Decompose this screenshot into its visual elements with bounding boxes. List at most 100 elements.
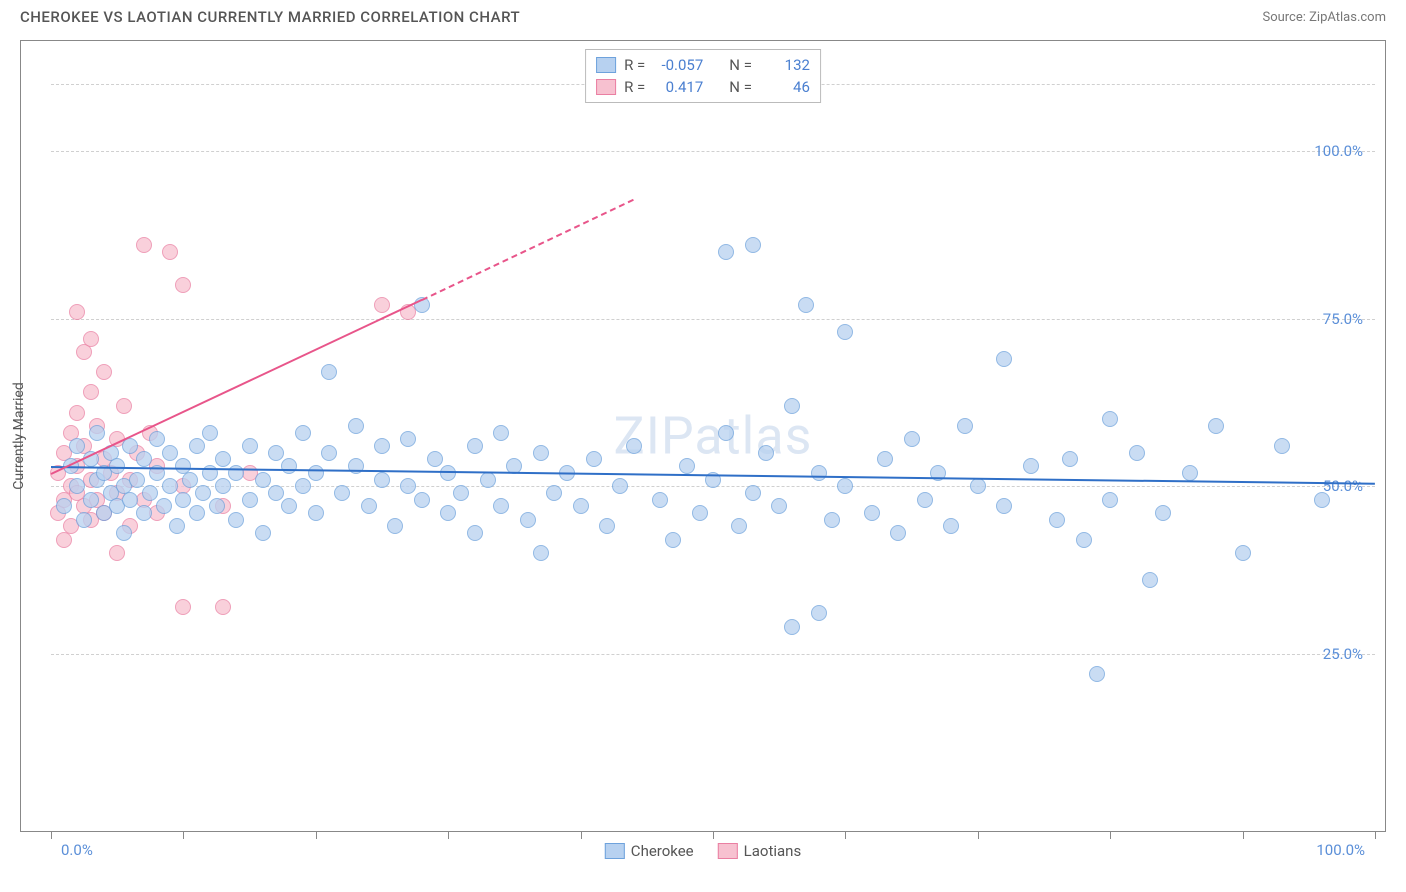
cherokee-point [480,472,496,488]
cherokee-point [837,478,853,494]
laotians-point [83,384,99,400]
cherokee-point [1208,418,1224,434]
cherokee-point [467,525,483,541]
chart-source: Source: ZipAtlas.com [1262,10,1386,25]
cherokee-point [268,445,284,461]
y-tick-label: 100.0% [1314,142,1363,160]
cherokee-point [692,505,708,521]
cherokee-point [718,425,734,441]
plot-area: ZIPatlas 25.0%50.0%75.0%100.0% [51,51,1375,821]
legend-label-laotians: Laotians [744,842,802,860]
cherokee-point [970,478,986,494]
legend-row-laotians: R = 0.417 N = 46 [596,76,810,98]
cherokee-point [69,438,85,454]
cherokee-point [334,485,350,501]
cherokee-point [652,492,668,508]
cherokee-point [784,619,800,635]
cherokee-point [308,465,324,481]
cherokee-swatch [605,843,625,859]
cherokee-point [182,472,198,488]
x-axis-min-label: 0.0% [61,841,93,859]
cherokee-point [1142,572,1158,588]
gridline [51,151,1375,152]
cherokee-point [1314,492,1330,508]
cherokee-point [784,398,800,414]
x-tick [713,831,714,839]
cherokee-point [731,518,747,534]
cherokee-point [116,525,132,541]
cherokee-point [348,418,364,434]
cherokee-point [467,438,483,454]
cherokee-point [169,518,185,534]
cherokee-point [493,425,509,441]
cherokee-point [281,498,297,514]
cherokee-point [904,431,920,447]
cherokee-point [215,478,231,494]
cherokee-point [1274,438,1290,454]
cherokee-point [718,244,734,260]
cherokee-point [281,458,297,474]
cherokee-point [1102,492,1118,508]
cherokee-point [996,351,1012,367]
cherokee-point [520,512,536,528]
cherokee-point [295,425,311,441]
laotians-point [69,405,85,421]
cherokee-point [129,472,145,488]
cherokee-point [890,525,906,541]
cherokee-point [387,518,403,534]
cherokee-point [321,364,337,380]
cherokee-point [864,505,880,521]
cherokee-point [400,478,416,494]
n-value-cherokee: 132 [760,56,810,74]
cherokee-point [89,425,105,441]
cherokee-point [996,498,1012,514]
cherokee-point [679,458,695,474]
cherokee-point [1049,512,1065,528]
laotians-swatch [596,79,616,95]
laotians-swatch [718,843,738,859]
laotians-point [162,244,178,260]
x-tick [316,831,317,839]
y-tick-label: 50.0% [1323,477,1363,495]
laotians-point [136,237,152,253]
laotians-point [374,297,390,313]
trend-line [51,299,423,475]
cherokee-point [798,297,814,313]
cherokee-point [493,498,509,514]
cherokee-point [255,525,271,541]
r-value-laotians: 0.417 [653,78,703,96]
r-value-cherokee: -0.057 [653,56,703,74]
chart-title: CHEROKEE VS LAOTIAN CURRENTLY MARRIED CO… [20,8,520,26]
cherokee-point [626,438,642,454]
chart-header: CHEROKEE VS LAOTIAN CURRENTLY MARRIED CO… [0,0,1406,30]
x-tick [1110,831,1111,839]
chart-frame: Currently Married ZIPatlas 25.0%50.0%75.… [20,40,1386,832]
laotians-point [96,364,112,380]
cherokee-point [546,485,562,501]
cherokee-point [255,472,271,488]
laotians-point [83,331,99,347]
cherokee-point [308,505,324,521]
cherokee-point [877,451,893,467]
cherokee-point [599,518,615,534]
cherokee-point [136,505,152,521]
cherokee-point [189,505,205,521]
laotians-point [116,398,132,414]
cherokee-point [427,451,443,467]
cherokee-point [1129,445,1145,461]
cherokee-point [1102,411,1118,427]
x-tick [51,831,52,839]
cherokee-point [586,451,602,467]
cherokee-point [1089,666,1105,682]
cherokee-point [175,492,191,508]
cherokee-point [162,445,178,461]
laotians-point [175,599,191,615]
cherokee-point [142,485,158,501]
cherokee-point [745,237,761,253]
cherokee-point [56,498,72,514]
gridline [51,654,1375,655]
x-tick [978,831,979,839]
cherokee-point [149,431,165,447]
cherokee-point [321,445,337,461]
cherokee-point [215,451,231,467]
